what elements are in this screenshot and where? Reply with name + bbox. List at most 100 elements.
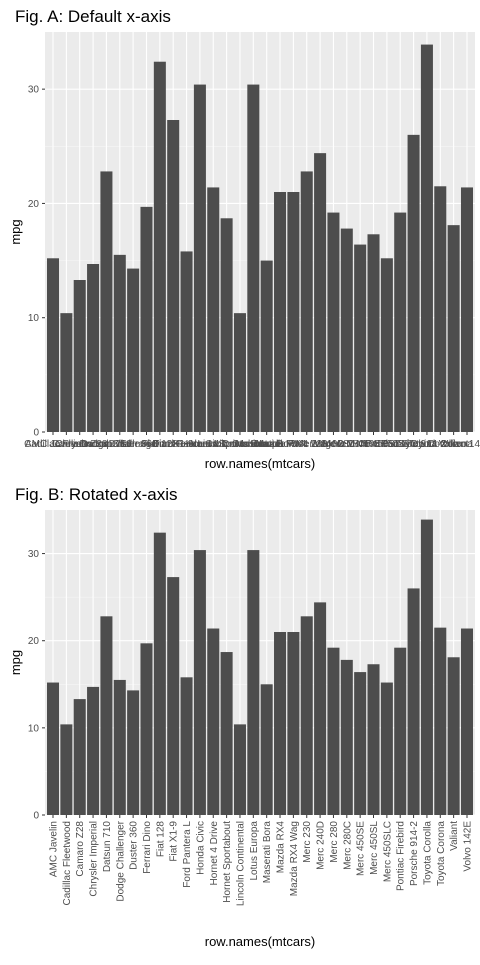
bar — [140, 643, 153, 815]
chart-title: Fig. A: Default x-axis — [15, 7, 171, 26]
bar — [113, 679, 126, 815]
bar — [167, 577, 180, 815]
x-tick-label: Honda Civic — [195, 821, 206, 875]
x-tick-label: Cadillac Fleetwood — [62, 821, 73, 906]
bar — [274, 632, 287, 815]
bar — [153, 61, 166, 432]
bar — [354, 672, 367, 815]
x-axis-label: row.names(mtcars) — [205, 456, 316, 471]
chart-b: Fig. B: Rotated x-axis 0 10 20 30 AMC Javelin… — [8, 485, 475, 949]
bar — [420, 44, 433, 432]
bar — [60, 313, 73, 432]
bar — [460, 628, 473, 815]
bar — [73, 280, 86, 432]
bar — [140, 206, 153, 432]
bar — [314, 153, 327, 432]
x-tick-label: Merc 450SLC — [382, 821, 393, 882]
bar — [274, 192, 287, 432]
x-tick-label: Maserati Bora — [236, 439, 299, 450]
y-tick-label: 20 — [28, 636, 40, 647]
x-tick-label: Toyota Corona — [436, 821, 447, 886]
x-tick-label: AMC Javelin — [49, 821, 60, 877]
bar — [127, 690, 140, 815]
x-tick-label: Merc 240D — [316, 821, 327, 870]
x-tick-label: Valiant — [449, 821, 460, 851]
bar — [207, 628, 220, 815]
y-axis-label: mpg — [8, 219, 23, 244]
x-tick-label: Hornet 4 Drive — [181, 439, 246, 450]
x-tick-label: Lotus Europa — [224, 439, 284, 450]
x-tick-label: Duster 360 — [129, 821, 140, 870]
x-tick-label: Merc 230 — [286, 439, 328, 450]
bar — [247, 550, 260, 815]
bar — [394, 647, 407, 815]
bar — [73, 699, 86, 815]
x-tick-label: Merc 450SLC — [356, 439, 417, 450]
x-tick-label: Toyota Corona — [408, 439, 473, 450]
bar — [113, 254, 126, 432]
bar — [233, 724, 246, 815]
x-tick-label: Mazda RX4 Wag — [256, 439, 331, 450]
x-tick-label: Volvo 142E — [462, 821, 473, 872]
y-tick-label: 0 — [33, 811, 39, 822]
x-tick-label: Fiat 128 — [155, 821, 166, 858]
x-tick-label: Camaro Z28 — [75, 821, 86, 877]
bar — [100, 616, 113, 815]
x-tick-label: Dodge Challenger — [79, 439, 160, 450]
bar — [167, 120, 180, 432]
y-axis-label: mpg — [8, 650, 23, 675]
x-tick-label: Pontiac Firebird — [365, 439, 435, 450]
y-tick-label: 10 — [28, 313, 40, 324]
x-tick-label: Lincoln Continental — [197, 439, 282, 450]
bar — [127, 268, 140, 432]
bar — [220, 652, 233, 815]
y-tick-label: 0 — [33, 428, 39, 439]
bar — [407, 588, 420, 815]
x-axis-label: row.names(mtcars) — [205, 934, 316, 949]
x-tick-label: Merc 230 — [302, 821, 313, 863]
x-tick-label: Merc 450SE — [356, 821, 367, 876]
x-tick-label: Ford Pantera L — [153, 439, 220, 450]
y-tick-label: 20 — [28, 199, 40, 210]
bar — [407, 134, 420, 432]
y-tick-label: 10 — [28, 723, 40, 734]
x-tick-label: Merc 450SL — [369, 821, 380, 875]
bar — [354, 244, 367, 432]
x-tick-label: Datsun 710 — [81, 439, 133, 450]
bar — [314, 602, 327, 815]
x-tick-label: Mazda RX4 — [276, 821, 287, 874]
x-tick-label: Datsun 710 — [102, 821, 113, 873]
bar — [87, 264, 100, 432]
x-tick-label: Ford Pantera L — [182, 821, 193, 888]
x-tick-label: Duster 360 — [109, 439, 158, 450]
x-tick-label: Merc 450SE — [333, 439, 388, 450]
x-tick-label: Camaro Z28 — [52, 439, 108, 450]
x-tick-label: Hornet Sportabout — [222, 821, 233, 903]
y-tick-label: 30 — [28, 549, 40, 560]
bar — [434, 627, 447, 815]
x-tick-label: Chrysler Imperial — [89, 821, 100, 897]
bar — [300, 171, 313, 432]
x-tick-label: Ferrari Dino — [120, 439, 173, 450]
x-tick-label: Merc 280C — [322, 439, 371, 450]
bar — [340, 228, 353, 432]
x-tick-label: Fiat X1-9 — [169, 821, 180, 862]
bar — [447, 657, 460, 815]
x-tick-label: Volvo 142E — [442, 439, 480, 450]
x-tick-label: Cadillac Fleetwood — [24, 439, 109, 450]
bar — [380, 682, 393, 815]
bar — [340, 659, 353, 815]
x-tick-label: Merc 240D — [296, 439, 345, 450]
bar — [420, 519, 433, 815]
x-tick-label: Fiat X1-9 — [153, 439, 194, 450]
x-tick-label: Chrysler Imperial — [55, 439, 131, 450]
x-tick-label: Toyota Corolla — [395, 439, 459, 450]
x-tick-label: Hornet 4 Drive — [209, 821, 220, 886]
x-tick-label: Honda Civic — [173, 439, 227, 450]
x-tick-label: Mazda RX4 Wag — [289, 821, 300, 896]
x-tick-label: Fiat 128 — [142, 439, 179, 450]
bar — [60, 724, 73, 815]
x-tick-label: Merc 280C — [342, 821, 353, 870]
x-tick-label: Toyota Corolla — [422, 821, 433, 885]
x-tick-label: Valiant — [439, 439, 469, 450]
